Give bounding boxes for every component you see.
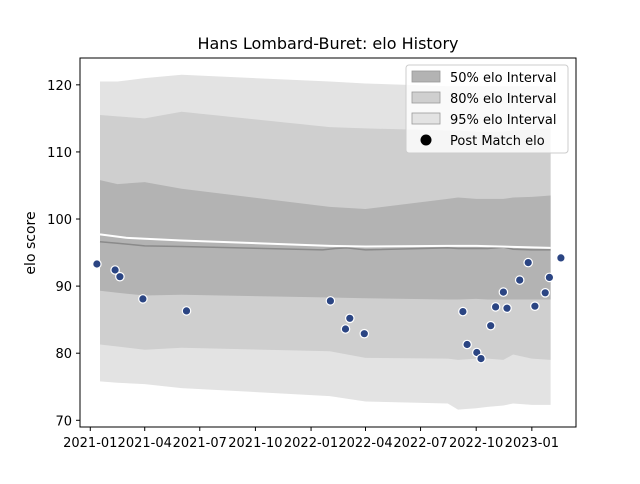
data-point bbox=[514, 275, 525, 285]
y-tick-label: 120 bbox=[47, 79, 72, 94]
data-point bbox=[502, 303, 512, 313]
data-point bbox=[359, 328, 370, 339]
data-point bbox=[92, 259, 102, 269]
legend-label: 80% elo Interval bbox=[450, 92, 557, 107]
data-point bbox=[325, 296, 336, 306]
data-point bbox=[523, 257, 533, 268]
legend-box bbox=[405, 64, 569, 154]
x-tick-label: 2021-01 bbox=[63, 436, 117, 451]
data-point bbox=[458, 306, 468, 317]
data-point bbox=[344, 313, 355, 324]
data-point bbox=[476, 353, 486, 364]
y-tick-label: 70 bbox=[55, 414, 72, 429]
axes-ticks: 2021-01 2021-04 2021-07 2021-10 2022-01 2022-… bbox=[47, 79, 559, 451]
plot-area bbox=[92, 74, 566, 410]
data-point bbox=[556, 253, 566, 263]
mean-line bbox=[99, 233, 551, 249]
axes-frame bbox=[79, 57, 577, 428]
median-line bbox=[99, 241, 551, 251]
legend-swatch bbox=[411, 70, 441, 83]
data-point bbox=[340, 324, 351, 334]
legend-swatch bbox=[411, 91, 441, 104]
data-point bbox=[110, 265, 120, 275]
data-point bbox=[530, 301, 540, 311]
y-tick-label: 90 bbox=[55, 280, 72, 295]
data-point bbox=[115, 271, 125, 282]
band-50-interval bbox=[100, 180, 551, 300]
data-point bbox=[181, 306, 192, 316]
x-tick-label: 2022-07 bbox=[393, 436, 447, 451]
y-tick-label: 110 bbox=[47, 146, 72, 161]
data-point bbox=[462, 339, 472, 350]
x-tick-label: 2021-07 bbox=[173, 436, 227, 451]
y-tick-label: 100 bbox=[47, 213, 72, 228]
x-tick-label: 2022-01 bbox=[284, 436, 338, 451]
legend-marker bbox=[420, 134, 432, 146]
data-point bbox=[498, 287, 509, 297]
data-point bbox=[540, 287, 550, 298]
data-point bbox=[490, 302, 501, 312]
legend-swatch bbox=[411, 112, 441, 125]
legend-label: 50% elo Interval bbox=[450, 71, 557, 86]
x-tick-label: 2021-10 bbox=[228, 436, 282, 451]
data-point bbox=[138, 294, 148, 304]
chart-title: Hans Lombard-Buret: elo History bbox=[197, 34, 458, 53]
x-tick-label: 2022-10 bbox=[449, 436, 503, 451]
data-point bbox=[485, 320, 496, 331]
x-tick-label: 2021-04 bbox=[118, 436, 172, 451]
y-axis-label: elo score bbox=[23, 211, 39, 274]
legend-label: 95% elo Interval bbox=[450, 113, 557, 128]
data-point bbox=[544, 272, 555, 283]
legend-label: Post Match elo bbox=[450, 134, 545, 149]
x-tick-label: 2023-01 bbox=[505, 436, 559, 451]
legend: 50% elo Interval 80% elo Interval 95% elo … bbox=[405, 64, 569, 154]
y-tick-label: 80 bbox=[55, 347, 72, 362]
x-tick-label: 2022-04 bbox=[338, 436, 392, 451]
